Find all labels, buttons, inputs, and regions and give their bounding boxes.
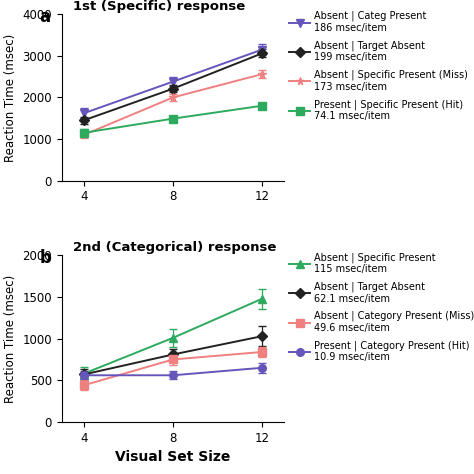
Y-axis label: Reaction Time (msec): Reaction Time (msec) bbox=[4, 274, 17, 403]
Text: 1st (Specific) response: 1st (Specific) response bbox=[73, 0, 245, 13]
Text: 2nd (Categorical) response: 2nd (Categorical) response bbox=[73, 241, 276, 255]
Legend: Absent | Specific Present
115 msec/item, Absent | Target Absent
62.1 msec/item, : Absent | Specific Present 115 msec/item,… bbox=[289, 252, 474, 363]
X-axis label: Visual Set Size: Visual Set Size bbox=[115, 450, 231, 464]
Y-axis label: Reaction Time (msec): Reaction Time (msec) bbox=[4, 33, 17, 162]
Text: b: b bbox=[39, 249, 51, 267]
Text: a: a bbox=[39, 8, 50, 26]
Legend: Absent | Categ Present
186 msec/item, Absent | Target Absent
199 msec/item, Abse: Absent | Categ Present 186 msec/item, Ab… bbox=[289, 11, 468, 121]
